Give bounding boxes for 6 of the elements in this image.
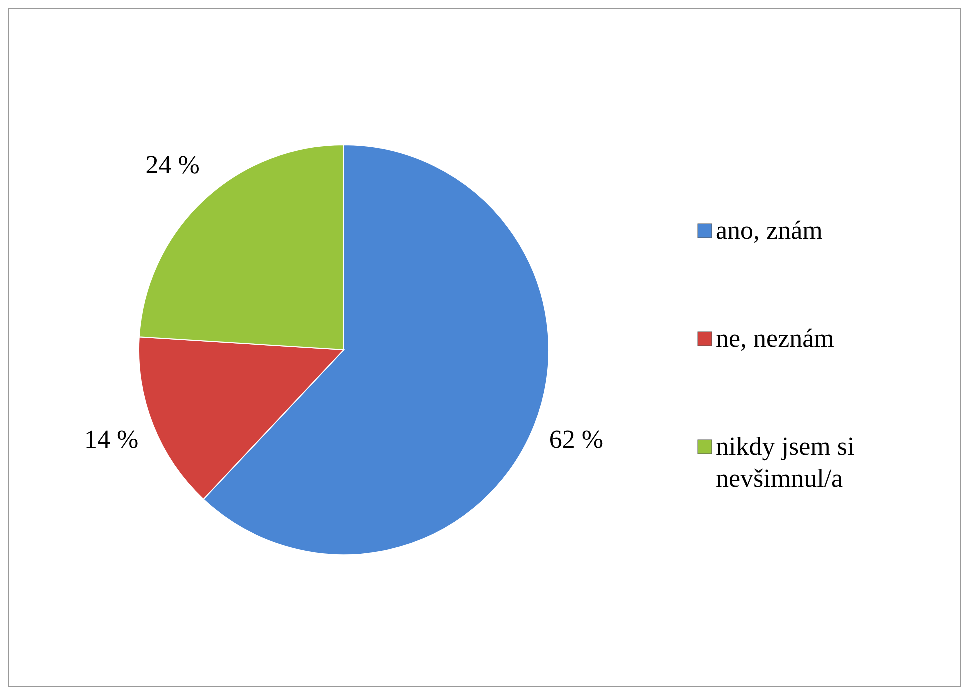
legend-label: ano, znám — [716, 216, 823, 245]
legend-label: ne, neznám — [716, 324, 834, 353]
data-label: 14 % — [84, 425, 139, 454]
data-label: 62 % — [549, 425, 604, 454]
legend-label: nikdy jsem si nevšimnul/a — [716, 432, 855, 493]
data-label: 24 % — [146, 150, 200, 180]
